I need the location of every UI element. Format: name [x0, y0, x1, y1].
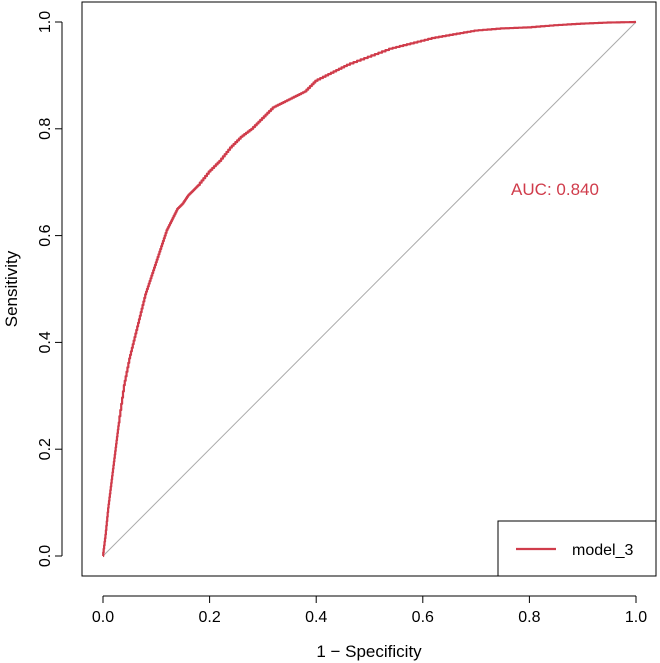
plot-frame	[81, 1, 657, 577]
y-tick-label: 0.8	[37, 118, 54, 140]
x-tick-label: 0.0	[92, 609, 114, 626]
y-tick-label: 0.2	[37, 438, 54, 460]
x-axis: 0.0 0.2 0.4 0.6 0.8 1.0	[92, 595, 647, 626]
legend: model_3	[497, 520, 657, 577]
y-tick-label: 1.0	[37, 11, 54, 33]
x-tick-label: 0.2	[198, 609, 220, 626]
y-axis-title: Sensitivity	[2, 250, 21, 327]
x-axis-title: 1 − Specificity	[316, 642, 422, 661]
x-tick-label: 0.8	[518, 609, 540, 626]
legend-label-model_3: model_3	[572, 542, 633, 559]
auc-annotation: AUC: 0.840	[511, 180, 599, 199]
y-tick-label: 0.0	[37, 545, 54, 567]
roc-curve-model_3	[102, 20, 636, 558]
y-tick-label: 0.6	[37, 224, 54, 246]
x-tick-label: 0.4	[305, 609, 327, 626]
reference-diagonal-line	[102, 21, 637, 557]
x-tick-label: 0.6	[412, 609, 434, 626]
y-axis: 0.0 0.2 0.4 0.6 0.8 1.0	[37, 11, 63, 567]
y-tick-label: 0.4	[37, 331, 54, 353]
x-tick-label: 1.0	[625, 609, 647, 626]
